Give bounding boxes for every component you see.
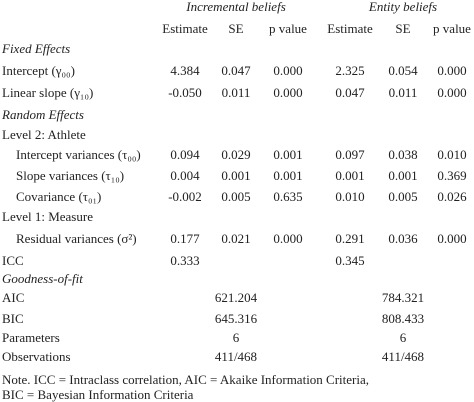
cell: 0.097 [335,147,365,162]
cell: 0.001 [335,168,364,183]
cell: 0.026 [437,189,467,204]
cell: 0.000 [437,85,466,100]
cell: -0.002 [168,189,202,204]
cell: 0.005 [388,189,417,204]
row-label: Residual variances (σ²) [16,231,137,246]
row-label: AIC [2,290,24,305]
cell: 0.000 [273,231,302,246]
row-label: Level 1: Measure [2,209,93,224]
cell: 4.384 [170,63,200,78]
cell: 0.038 [388,147,417,162]
cell: 645.316 [215,311,258,326]
cell: 411/468 [215,349,257,364]
row-label: Linear slope (γ₁₀) [2,85,93,100]
section-label: Random Effects [1,107,84,122]
cell: 6 [400,330,407,345]
cell: 0.010 [437,147,466,162]
cell: 0.094 [170,147,200,162]
cell: 0.001 [273,168,302,183]
column-header: Estimate [327,21,373,36]
cell: 0.021 [221,231,250,246]
cell: 411/468 [382,349,424,364]
cell: 0.635 [273,189,302,204]
note: BIC = Bayesian Information Criteria [2,387,194,402]
row-label: Observations [2,349,71,364]
cell: 0.001 [388,168,417,183]
row-label: ICC [2,253,24,268]
column-header: SE [228,21,243,36]
cell: 0.004 [170,168,200,183]
row-label: Covariance (τ₀₁) [16,189,101,204]
cell: 0.000 [437,231,466,246]
column-header: SE [395,21,410,36]
cell: 0.291 [335,231,364,246]
cell: 0.345 [335,253,364,268]
cell: 0.047 [335,85,365,100]
cell: 0.005 [221,189,250,204]
cell: 0.029 [221,147,250,162]
cell: 0.000 [437,63,466,78]
row-label: Level 2: Athlete [2,127,86,142]
cell: 0.369 [437,168,466,183]
row-label: Slope variances (τ₁₀) [16,168,124,183]
group-header: Entity beliefs [368,0,437,14]
cell: 808.433 [382,311,424,326]
cell: 0.047 [221,63,251,78]
group-header: Incremental beliefs [185,0,286,14]
section-label: Goodness-of-fit [2,271,83,286]
row-label: BIC [2,311,24,326]
row-label: Intercept variances (τ₀₀) [16,147,141,162]
column-header: p value [433,21,471,36]
cell: 0.001 [273,147,302,162]
cell: 0.000 [273,63,302,78]
cell: 0.011 [222,85,251,100]
cell: 784.321 [382,290,424,305]
row-label: Intercept (γ₀₀) [2,63,75,78]
cell: 0.036 [388,231,418,246]
cell: 0.001 [221,168,250,183]
cell: 0.054 [388,63,418,78]
column-header: p value [269,21,307,36]
cell: 0.011 [389,85,418,100]
section-label: Fixed Effects [1,41,70,56]
cell: 0.000 [273,85,302,100]
cell: 0.333 [170,253,199,268]
column-header: Estimate [162,21,208,36]
row-label: Parameters [2,330,60,345]
cell: 6 [233,330,240,345]
note: Note. ICC = Intraclass correlation, AIC … [2,372,369,387]
cell: -0.050 [168,85,202,100]
cell: 621.204 [215,290,258,305]
cell: 2.325 [335,63,364,78]
cell: 0.010 [335,189,364,204]
cell: 0.177 [170,231,200,246]
